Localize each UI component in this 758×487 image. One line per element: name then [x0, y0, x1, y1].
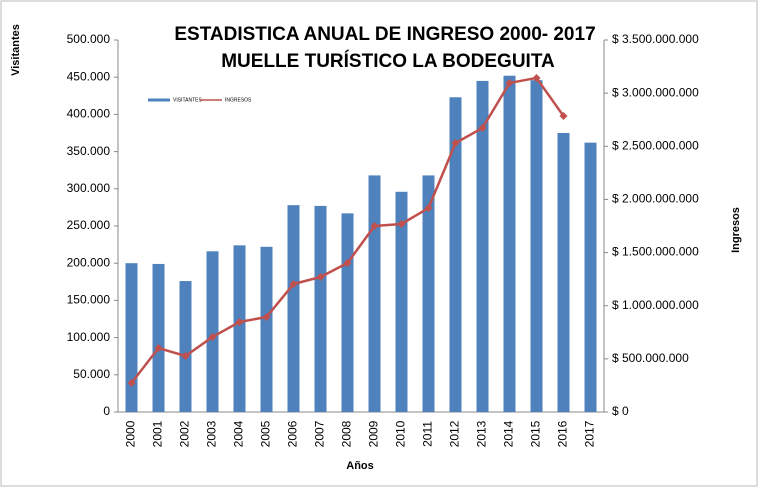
bar	[314, 205, 327, 412]
x-tick-label: 2008	[340, 420, 354, 447]
bar	[557, 133, 570, 412]
x-tick-label: 2004	[232, 420, 246, 447]
marker	[127, 378, 136, 387]
bar	[530, 80, 543, 413]
y-tick-label: 450.000	[67, 69, 111, 83]
x-tick-label: 2003	[205, 420, 219, 447]
bar	[341, 213, 354, 412]
marker	[262, 312, 271, 321]
bar	[395, 191, 408, 412]
y2-tick-label: $ 3.000.000.000	[612, 85, 699, 99]
marker	[370, 222, 379, 230]
y-tick-label: 300.000	[67, 181, 111, 195]
x-tick-label: 2014	[502, 420, 516, 447]
marker	[154, 344, 163, 353]
y2-axis-title: Ingresos	[730, 207, 742, 253]
bar	[125, 263, 138, 412]
y-axis-title: Visitantes	[10, 24, 22, 76]
marker	[451, 138, 460, 147]
legend-label: VISITANTES	[173, 97, 202, 103]
bar	[206, 251, 219, 412]
marker	[289, 280, 298, 289]
y2-tick-label: $ 500.000.000	[612, 351, 689, 365]
marker	[343, 258, 352, 267]
x-tick-label: 2001	[151, 420, 165, 447]
marker	[424, 204, 433, 213]
y-tick-label: 0	[103, 404, 110, 418]
bar	[233, 245, 246, 412]
legend-label: INGRESOS	[225, 97, 252, 103]
bar	[287, 205, 300, 412]
marker	[397, 219, 406, 228]
bar	[584, 142, 597, 412]
bar	[152, 263, 165, 412]
bar	[179, 281, 192, 412]
x-tick-label: 2010	[394, 420, 408, 447]
y-tick-label: 400.000	[67, 107, 111, 121]
bar	[368, 175, 381, 412]
marker	[316, 273, 325, 282]
x-tick-label: 2009	[367, 420, 381, 447]
bar	[476, 80, 489, 413]
x-tick-label: 2006	[286, 420, 300, 447]
x-tick-label: 2000	[124, 420, 138, 447]
y2-tick-label: $ 2.000.000.000	[612, 192, 699, 206]
y-tick-label: 200.000	[67, 255, 111, 269]
bar	[260, 246, 273, 412]
marker	[181, 351, 190, 360]
marker	[235, 317, 244, 326]
y-tick-label: 350.000	[67, 144, 111, 158]
y-tick-label: 100.000	[67, 330, 111, 344]
x-tick-label: 2012	[448, 420, 462, 447]
marker	[505, 78, 514, 87]
y-tick-label: 50.000	[73, 367, 110, 381]
marker	[478, 124, 487, 133]
x-tick-label: 2017	[583, 420, 597, 447]
bar	[449, 97, 462, 413]
marker	[532, 73, 541, 82]
y2-tick-label: $ 0	[612, 404, 629, 418]
x-tick-label: 2013	[475, 420, 489, 447]
x-tick-label: 2002	[178, 420, 192, 447]
y2-tick-label: $ 2.500.000.000	[612, 138, 699, 152]
y-tick-label: 500.000	[67, 32, 111, 46]
chart-subtitle: MUELLE TURÍSTICO LA BODEGUITA	[221, 50, 555, 72]
bar	[503, 75, 516, 412]
x-tick-label: 2016	[556, 420, 570, 447]
y2-tick-label: $ 1.000.000.000	[612, 298, 699, 312]
x-tick-label: 2007	[313, 420, 327, 447]
x-tick-label: 2015	[529, 420, 543, 447]
x-axis-title: Años	[346, 460, 374, 472]
x-tick-label: 2005	[259, 420, 273, 447]
legend-swatch	[148, 98, 170, 102]
x-tick-label: 2011	[421, 421, 435, 447]
marker	[559, 111, 568, 120]
bar	[422, 175, 435, 412]
y2-tick-label: $ 3.500.000.000	[612, 32, 699, 46]
marker	[208, 332, 217, 341]
y2-tick-label: $ 1.500.000.000	[612, 245, 699, 259]
y-tick-label: 250.000	[67, 218, 111, 232]
chart-title: ESTADISTICA ANUAL DE INGRESO 2000- 2017	[174, 24, 595, 45]
y-tick-label: 150.000	[67, 293, 111, 307]
